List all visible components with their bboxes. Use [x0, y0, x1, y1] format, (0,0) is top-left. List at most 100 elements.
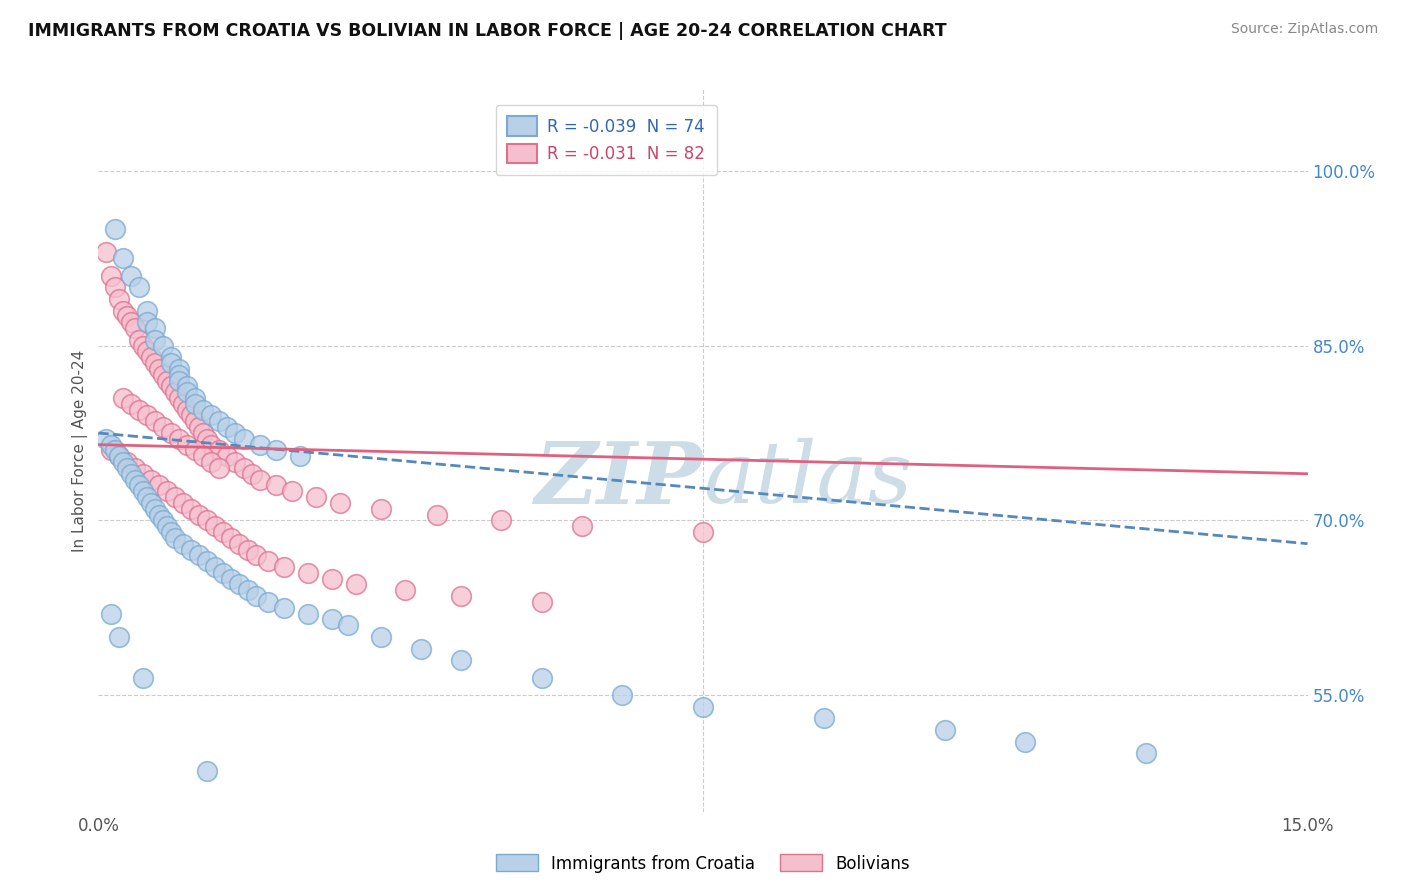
- Point: [208, 414, 231, 428]
- Point: [152, 338, 174, 352]
- Point: [115, 461, 138, 475]
- Point: [100, 607, 122, 621]
- Point: [256, 554, 278, 568]
- Point: [193, 402, 215, 417]
- Point: [281, 484, 304, 499]
- Point: [188, 420, 211, 434]
- Point: [176, 437, 198, 451]
- Point: [195, 513, 218, 527]
- Point: [100, 437, 122, 451]
- Point: [124, 473, 146, 487]
- Point: [107, 292, 129, 306]
- Point: [212, 566, 235, 580]
- Point: [305, 490, 328, 504]
- Point: [107, 450, 129, 464]
- Point: [297, 566, 319, 580]
- Point: [148, 478, 170, 492]
- Point: [111, 251, 134, 265]
- Point: [139, 473, 162, 487]
- Point: [288, 450, 311, 464]
- Point: [152, 420, 174, 434]
- Point: [491, 513, 513, 527]
- Point: [571, 519, 593, 533]
- Point: [204, 560, 226, 574]
- Point: [195, 764, 218, 778]
- Point: [100, 443, 122, 458]
- Point: [163, 490, 186, 504]
- Point: [176, 379, 198, 393]
- Point: [236, 583, 259, 598]
- Point: [143, 321, 166, 335]
- Point: [120, 315, 142, 329]
- Point: [128, 478, 150, 492]
- Point: [167, 362, 190, 376]
- Point: [180, 501, 202, 516]
- Point: [160, 425, 183, 440]
- Point: [124, 461, 146, 475]
- Point: [692, 524, 714, 539]
- Text: atlas: atlas: [703, 438, 912, 521]
- Legend: R = -0.039  N = 74, R = -0.031  N = 82: R = -0.039 N = 74, R = -0.031 N = 82: [496, 104, 717, 175]
- Point: [217, 450, 239, 464]
- Point: [172, 496, 194, 510]
- Point: [245, 589, 267, 603]
- Point: [148, 508, 170, 522]
- Point: [132, 484, 155, 499]
- Point: [132, 338, 155, 352]
- Point: [115, 455, 138, 469]
- Point: [232, 461, 254, 475]
- Point: [208, 443, 231, 458]
- Point: [160, 524, 183, 539]
- Point: [139, 496, 162, 510]
- Point: [135, 490, 157, 504]
- Point: [132, 467, 155, 481]
- Point: [1135, 747, 1157, 761]
- Point: [160, 379, 183, 393]
- Point: [124, 321, 146, 335]
- Point: [184, 397, 207, 411]
- Point: [530, 671, 553, 685]
- Point: [1014, 735, 1036, 749]
- Point: [370, 501, 392, 516]
- Point: [120, 397, 142, 411]
- Point: [132, 671, 155, 685]
- Point: [135, 344, 157, 359]
- Point: [167, 368, 190, 382]
- Legend: Immigrants from Croatia, Bolivians: Immigrants from Croatia, Bolivians: [489, 847, 917, 880]
- Point: [103, 280, 125, 294]
- Point: [228, 537, 250, 551]
- Point: [273, 600, 295, 615]
- Point: [692, 699, 714, 714]
- Point: [612, 688, 634, 702]
- Point: [156, 374, 179, 388]
- Point: [200, 409, 222, 423]
- Point: [409, 641, 432, 656]
- Point: [273, 560, 295, 574]
- Point: [195, 554, 218, 568]
- Point: [184, 391, 207, 405]
- Point: [297, 607, 319, 621]
- Point: [224, 455, 246, 469]
- Point: [217, 420, 239, 434]
- Point: [103, 443, 125, 458]
- Point: [115, 310, 138, 324]
- Point: [128, 280, 150, 294]
- Point: [450, 653, 472, 667]
- Point: [221, 531, 243, 545]
- Text: IMMIGRANTS FROM CROATIA VS BOLIVIAN IN LABOR FORCE | AGE 20-24 CORRELATION CHART: IMMIGRANTS FROM CROATIA VS BOLIVIAN IN L…: [28, 22, 946, 40]
- Point: [394, 583, 416, 598]
- Point: [143, 356, 166, 370]
- Point: [135, 315, 157, 329]
- Point: [329, 496, 352, 510]
- Point: [172, 537, 194, 551]
- Point: [156, 519, 179, 533]
- Point: [143, 414, 166, 428]
- Y-axis label: In Labor Force | Age 20-24: In Labor Force | Age 20-24: [72, 350, 87, 551]
- Point: [240, 467, 263, 481]
- Point: [167, 391, 190, 405]
- Point: [264, 478, 287, 492]
- Point: [103, 222, 125, 236]
- Point: [370, 630, 392, 644]
- Point: [204, 519, 226, 533]
- Point: [208, 461, 231, 475]
